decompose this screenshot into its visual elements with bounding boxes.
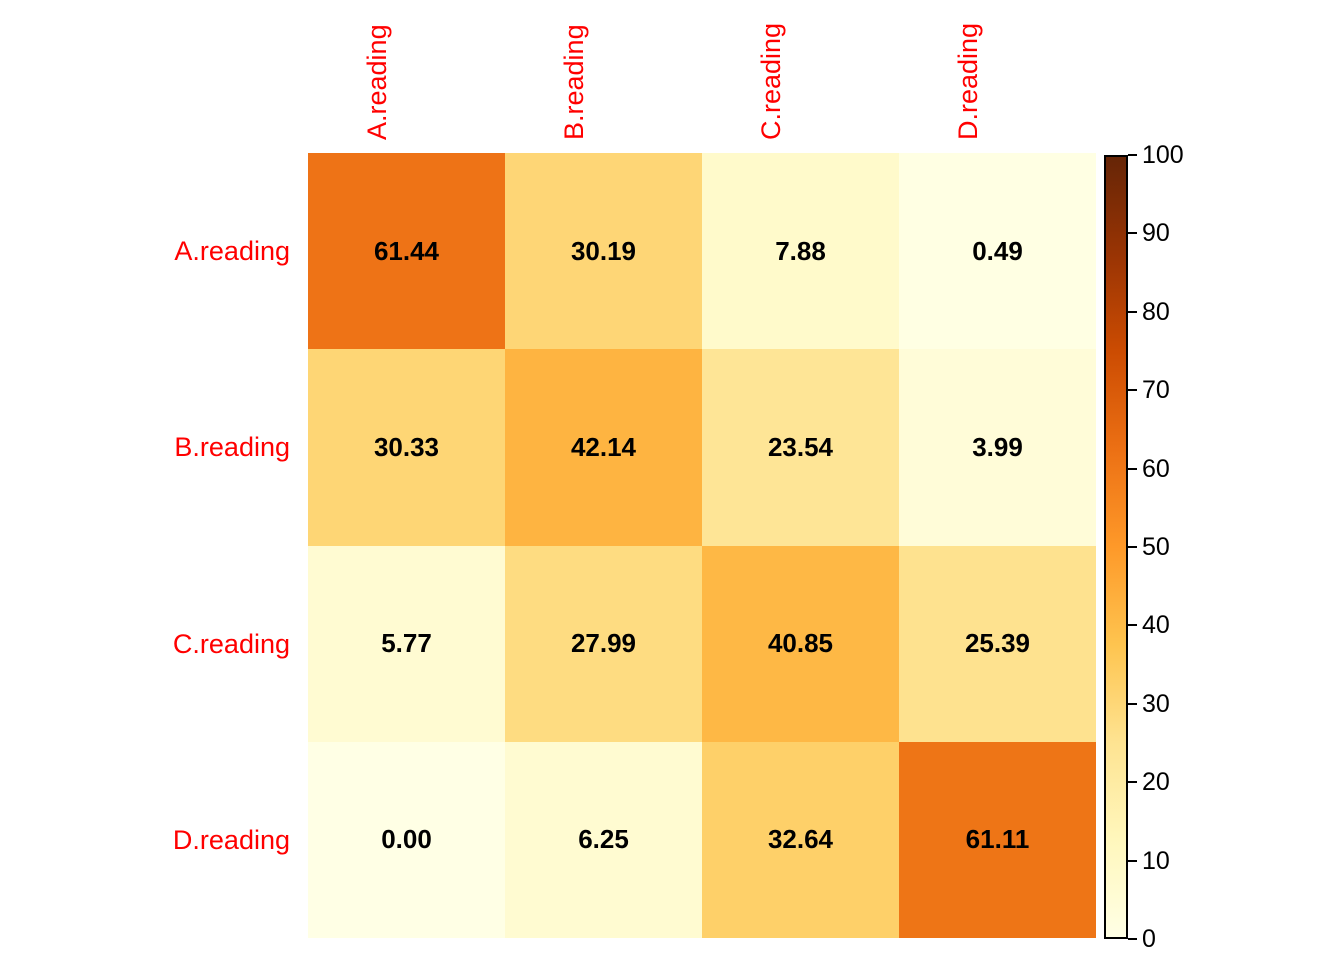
colorbar-tick-label: 80 [1142,297,1170,326]
heatmap-cell: 5.77 [308,545,505,742]
colorbar-tick-label: 60 [1142,454,1170,483]
heatmap-cell: 25.39 [899,545,1096,742]
colorbar-tick [1128,859,1137,862]
heatmap-cell: 30.19 [505,153,702,350]
heatmap-cell: 27.99 [505,545,702,742]
colorbar-tick-label: 40 [1142,611,1170,640]
column-axis-label: B.reading [558,24,589,140]
heatmap-cell: 0.49 [899,153,1096,350]
heatmap-cell: 61.44 [308,153,505,350]
row-axis-label: B.reading [174,432,290,463]
colorbar-tick-label: 0 [1142,925,1156,953]
colorbar-tick [1128,154,1137,156]
heatmap-cell: 40.85 [702,545,899,742]
colorbar-tick-label: 70 [1142,376,1170,405]
row-axis-label: C.reading [172,628,290,659]
colorbar-tick-label: 10 [1142,846,1170,875]
heatmap-cell: 6.25 [505,741,702,938]
colorbar-tick [1128,310,1137,313]
colorbar-tick [1128,702,1137,705]
row-axis-label: D.reading [172,824,290,855]
colorbar-tick [1128,546,1137,548]
colorbar-tick [1128,232,1137,235]
colorbar-tick-label: 50 [1142,533,1170,561]
colorbar-tick-label: 20 [1142,768,1170,797]
colorbar-tick-label: 90 [1142,219,1170,248]
colorbar-tick-label: 100 [1142,141,1184,169]
heatmap-cell: 0.00 [308,741,505,938]
row-axis-label: A.reading [174,236,290,267]
column-axis-label: D.reading [952,22,983,140]
heatmap-cell: 30.33 [308,349,505,546]
heatmap-cell: 61.11 [899,741,1096,938]
colorbar-tick [1128,624,1137,627]
colorbar-tick [1128,467,1137,470]
heatmap-cell: 42.14 [505,349,702,546]
heatmap-cell: 7.88 [702,153,899,350]
colorbar-gradient [1104,155,1128,939]
colorbar-tick [1128,781,1137,784]
column-axis-label: A.reading [361,24,392,140]
heatmap-cell: 32.64 [702,741,899,938]
colorbar-tick-label: 30 [1142,689,1170,718]
colorbar-tick [1128,938,1137,940]
heatmap-cell: 3.99 [899,349,1096,546]
colorbar-tick [1128,389,1137,392]
heatmap-cell: 23.54 [702,349,899,546]
column-axis-label: C.reading [755,22,786,140]
heatmap-grid: 61.44 30.19 7.88 0.49 30.33 42.14 23.54 3.99 5.7… [308,153,1096,938]
